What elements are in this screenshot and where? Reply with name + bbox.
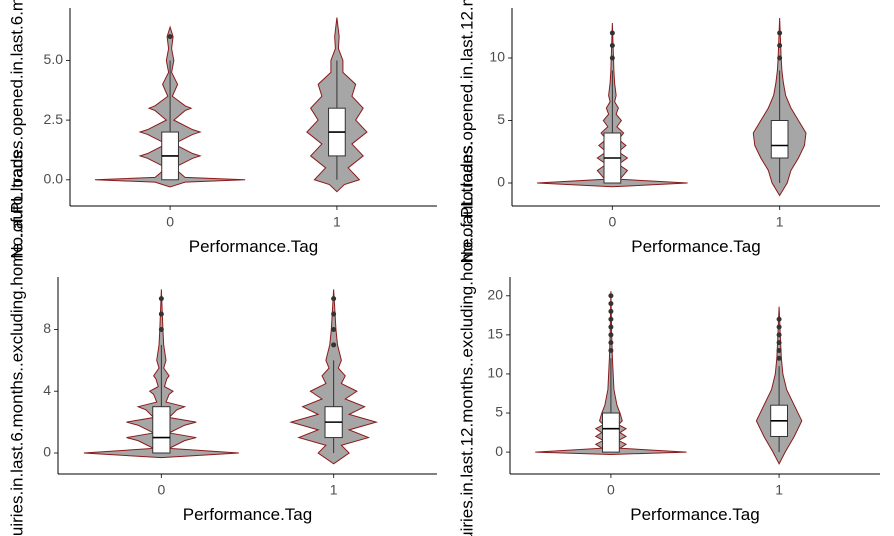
outlier xyxy=(608,301,614,307)
panel: 0 4 8 0 1 Performance.Tag No.of.Inquiries.in.l… xyxy=(7,146,437,536)
box xyxy=(152,406,171,454)
outlier xyxy=(331,296,337,302)
x-tick-label: 1 xyxy=(330,482,338,498)
y-tick-label: 5 xyxy=(497,111,505,127)
y-tick-label: 0 xyxy=(43,444,51,460)
outlier xyxy=(608,324,614,330)
outlier xyxy=(609,30,615,36)
outlier xyxy=(776,340,782,346)
y-tick-label: 8 xyxy=(43,320,51,336)
x-tick-label: 0 xyxy=(608,214,616,230)
outlier xyxy=(167,34,173,40)
y-axis-title: No.of.PL.trades.opened.in.last.6.months xyxy=(7,0,26,259)
x-axis-title: Performance.Tag xyxy=(189,237,318,256)
outlier xyxy=(608,316,614,322)
y-axis-title: No.of.Inquiries.in.last.12.months..exclu… xyxy=(457,141,476,536)
y-axis-title: No.of.Inquiries.in.last.6.months..exclud… xyxy=(7,146,26,536)
outlier xyxy=(608,293,614,299)
y-tick-label: 4 xyxy=(43,382,51,398)
x-axis-title: Performance.Tag xyxy=(630,505,759,524)
box xyxy=(770,120,789,159)
panel: 0 5 10 0 1 Performance.Tag No.of.PL.trades.ope… xyxy=(457,0,880,263)
outlier xyxy=(776,316,782,322)
panel: 0.0 2.5 5.0 0 1 Performance.Tag No.of.PL.trade… xyxy=(7,0,437,259)
outlier xyxy=(609,43,615,48)
outlier xyxy=(331,311,337,317)
box xyxy=(602,412,620,453)
outlier xyxy=(776,332,782,338)
outlier xyxy=(158,326,164,332)
y-tick-label: 5.0 xyxy=(44,51,64,67)
x-tick-label: 1 xyxy=(775,482,783,498)
x-tick-label: 0 xyxy=(166,214,174,230)
y-tick-label: 0 xyxy=(497,174,505,190)
y-tick-label: 15 xyxy=(487,326,503,342)
y-tick-label: 5 xyxy=(495,404,503,420)
outlier xyxy=(776,355,782,361)
outlier xyxy=(609,55,615,61)
outlier xyxy=(777,55,783,61)
outlier xyxy=(608,340,614,346)
outlier xyxy=(331,326,337,332)
x-axis-title: Performance.Tag xyxy=(631,237,760,256)
y-tick-label: 0.0 xyxy=(44,170,64,186)
outlier xyxy=(777,43,783,48)
outlier xyxy=(608,347,614,353)
outlier xyxy=(776,324,782,330)
outlier xyxy=(776,347,782,353)
x-axis-title: Performance.Tag xyxy=(183,505,312,524)
y-axis-title: No.of.PL.trades.opened.in.last.12.months xyxy=(457,0,476,263)
outlier xyxy=(158,311,164,317)
outlier xyxy=(777,30,783,36)
x-tick-label: 1 xyxy=(333,214,341,230)
x-tick-label: 0 xyxy=(157,482,165,498)
x-tick-label: 1 xyxy=(776,214,784,230)
outlier xyxy=(608,308,614,314)
y-tick-label: 2.5 xyxy=(44,111,64,127)
y-tick-label: 10 xyxy=(489,49,505,65)
outlier xyxy=(608,332,614,338)
y-tick-label: 10 xyxy=(487,365,503,381)
y-tick-label: 0 xyxy=(495,443,503,459)
outlier xyxy=(158,296,164,302)
outlier xyxy=(331,342,337,348)
x-tick-label: 0 xyxy=(607,482,615,498)
y-tick-label: 20 xyxy=(487,286,503,302)
